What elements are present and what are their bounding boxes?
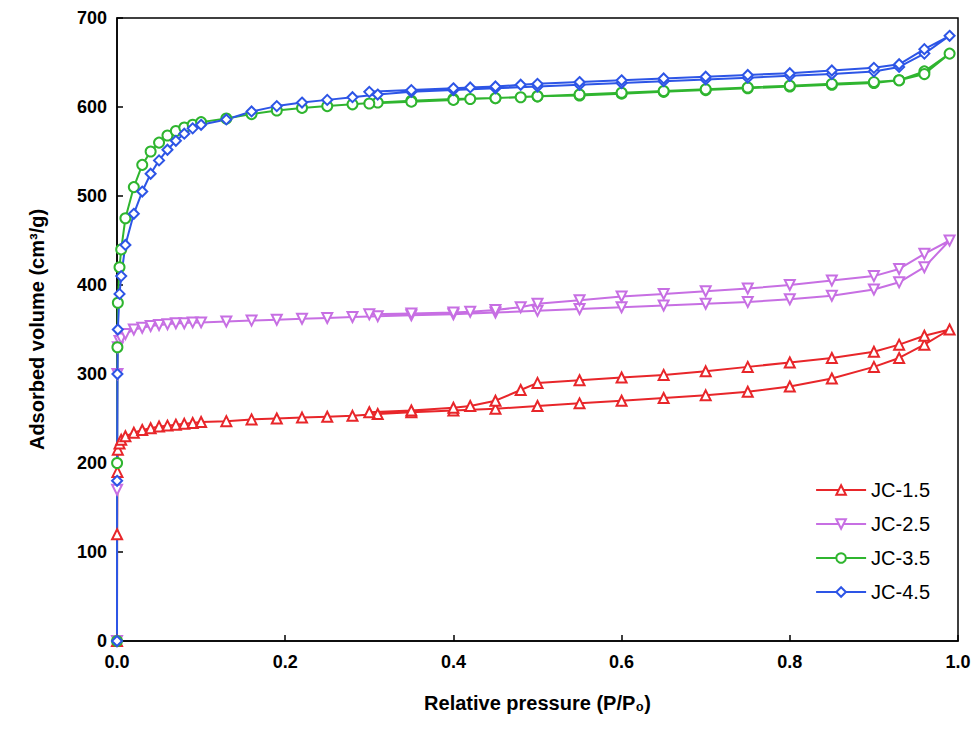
svg-text:Relative pressure (P/P₀): Relative pressure (P/P₀) [424,692,651,714]
svg-text:0.6: 0.6 [609,652,634,672]
svg-text:JC-1.5: JC-1.5 [871,479,930,501]
svg-text:300: 300 [77,364,107,384]
svg-text:Adsorbed volume (cm³/g): Adsorbed volume (cm³/g) [26,209,48,450]
svg-text:500: 500 [77,186,107,206]
svg-text:700: 700 [77,8,107,28]
svg-text:600: 600 [77,97,107,117]
svg-text:0.8: 0.8 [777,652,802,672]
svg-text:JC-2.5: JC-2.5 [871,513,930,535]
svg-text:0.2: 0.2 [273,652,298,672]
svg-text:1.0: 1.0 [945,652,970,672]
svg-text:100: 100 [77,542,107,562]
svg-text:JC-4.5: JC-4.5 [871,581,930,603]
svg-text:0: 0 [97,631,107,651]
svg-text:0.0: 0.0 [104,652,129,672]
svg-text:0.4: 0.4 [441,652,466,672]
svg-text:200: 200 [77,453,107,473]
svg-text:JC-3.5: JC-3.5 [871,547,930,569]
svg-text:400: 400 [77,275,107,295]
